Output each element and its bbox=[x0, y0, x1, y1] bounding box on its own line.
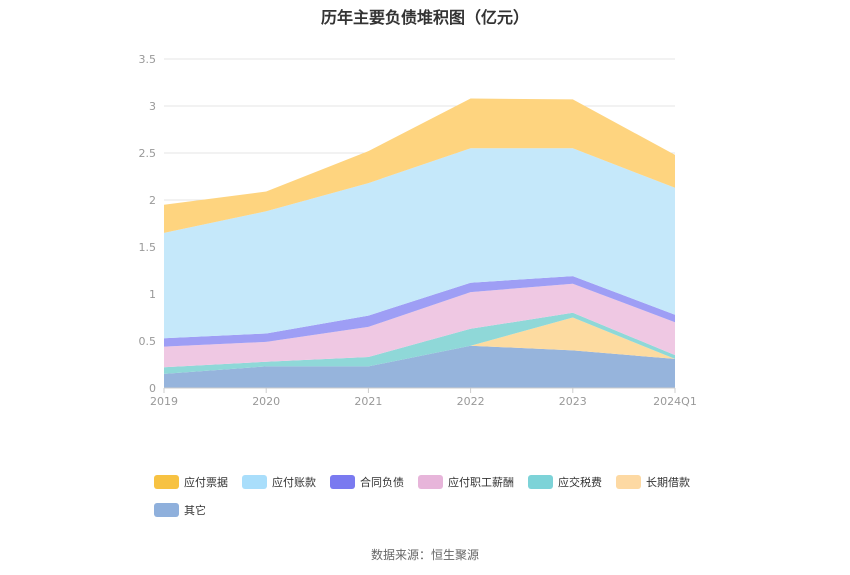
y-tick-label: 2.5 bbox=[139, 147, 157, 160]
area-应付账款 bbox=[164, 148, 675, 339]
x-tick-label: 2023 bbox=[559, 395, 587, 408]
area-其它 bbox=[164, 345, 675, 388]
area-合同负债 bbox=[164, 276, 675, 347]
legend-item[interactable]: 其它 bbox=[154, 500, 206, 520]
legend: 应付票据 应付账款 合同负债 应付职工薪酬 应交税费 长期借款其它 bbox=[154, 472, 714, 520]
y-tick-label: 1 bbox=[149, 288, 156, 301]
area-series bbox=[164, 98, 675, 388]
legend-swatch bbox=[528, 475, 553, 489]
y-axis: 0 0.5 1 1.5 2 2.5 3 3.5 bbox=[139, 53, 157, 395]
legend-label: 合同负债 bbox=[360, 476, 404, 489]
legend-item[interactable]: 应付票据 bbox=[154, 472, 228, 492]
area-应交税费 bbox=[164, 312, 675, 374]
legend-label: 其它 bbox=[184, 504, 206, 517]
y-tick-label: 1.5 bbox=[139, 241, 157, 254]
legend-label: 应付票据 bbox=[184, 476, 228, 489]
area-应付票据 bbox=[164, 98, 675, 233]
y-tick-label: 0 bbox=[149, 382, 156, 395]
x-tick-label: 2022 bbox=[457, 395, 485, 408]
legend-item[interactable]: 合同负债 bbox=[330, 472, 404, 492]
legend-swatch bbox=[242, 475, 267, 489]
legend-item[interactable]: 应付账款 bbox=[242, 472, 316, 492]
legend-swatch bbox=[418, 475, 443, 489]
stacked-area-chart: 0 0.5 1 1.5 2 2.5 3 3.5 2019 2020 2021 2022 2023 202… bbox=[139, 53, 697, 408]
legend-item[interactable]: 应交税费 bbox=[528, 472, 602, 492]
x-tick-label: 2020 bbox=[252, 395, 280, 408]
legend-label: 应交税费 bbox=[558, 476, 602, 489]
y-tick-label: 0.5 bbox=[139, 335, 157, 348]
legend-swatch bbox=[154, 475, 179, 489]
x-tick-label: 2024Q1 bbox=[653, 395, 697, 408]
legend-swatch bbox=[330, 475, 355, 489]
legend-item[interactable]: 应付职工薪酬 bbox=[418, 472, 514, 492]
legend-label: 应付账款 bbox=[272, 476, 316, 489]
y-tick-label: 3 bbox=[149, 100, 156, 113]
legend-label: 应付职工薪酬 bbox=[448, 476, 514, 489]
legend-swatch bbox=[154, 503, 179, 517]
legend-item[interactable]: 长期借款 bbox=[616, 472, 690, 492]
area-长期借款 bbox=[164, 317, 675, 374]
x-axis: 2019 2020 2021 2022 2023 2024Q1 bbox=[150, 387, 697, 408]
source-note: 数据来源：恒生聚源 bbox=[370, 548, 479, 562]
area-应付职工薪酬 bbox=[164, 283, 675, 368]
y-tick-label: 3.5 bbox=[139, 53, 157, 66]
legend-swatch bbox=[616, 475, 641, 489]
chart-title: 历年主要负债堆积图（亿元） bbox=[320, 8, 529, 27]
legend-label: 长期借款 bbox=[646, 476, 690, 489]
x-tick-label: 2021 bbox=[354, 395, 382, 408]
x-tick-label: 2019 bbox=[150, 395, 178, 408]
y-tick-label: 2 bbox=[149, 194, 156, 207]
